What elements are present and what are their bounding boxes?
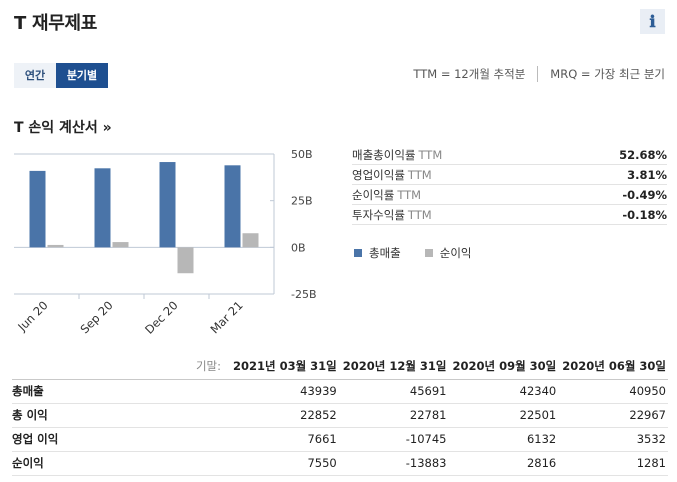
table-cell: 45691	[338, 379, 449, 404]
y-tick-label: 0B	[291, 241, 306, 254]
table-row-net-income: 순이익 7550 -13883 2816 1281	[12, 451, 668, 476]
ratio-row-net-margin: 순이익률 TTM -0.49%	[352, 185, 667, 205]
table-cell: 7661	[229, 427, 339, 452]
table-cell: 22852	[229, 403, 339, 428]
revenue-income-bar-chart: 50B 25B 0B -25B Jun 20 Sep 20 Dec 20 Mar 21	[14, 148, 317, 337]
ratio-row-roi: 투자수익률 TTM -0.18%	[352, 205, 667, 225]
ratio-value: -0.49%	[622, 188, 667, 202]
ratio-ttm: TTM	[407, 208, 432, 222]
mrq-definition: MRQ = 가장 최근 분기	[550, 67, 665, 81]
table-cell: 40950	[558, 379, 668, 404]
chart-legend: 총매출 순이익	[354, 245, 496, 261]
table-cell: -10745	[338, 427, 449, 452]
bar-revenue	[224, 165, 241, 248]
table-row-operating-income: 영업 이익 7661 -10745 6132 3532	[12, 427, 668, 452]
page-title: T 재무제표	[14, 13, 97, 34]
info-icon[interactable]: ℹ	[640, 9, 665, 34]
period-end-label: 기말:	[12, 353, 229, 380]
row-label: 총매출	[12, 379, 229, 404]
ratio-ttm: TTM	[407, 168, 432, 182]
ttm-definition: TTM = 12개월 추적분	[413, 67, 526, 81]
x-tick-label: Jun 20	[14, 298, 50, 334]
tab-annual[interactable]: 연간	[14, 63, 56, 88]
y-tick-label: -25B	[291, 288, 317, 301]
x-tick-label: Dec 20	[142, 298, 181, 337]
table-cell: 2816	[448, 451, 559, 476]
bar-net-income	[112, 242, 129, 248]
income-statement-link[interactable]: T 손익 계산서 »	[14, 120, 112, 136]
legend-swatch-revenue	[354, 249, 362, 257]
bar-revenue	[94, 168, 111, 248]
ratio-ttm: TTM	[397, 188, 422, 202]
row-label: 순이익	[12, 451, 229, 476]
table-cell: 1281	[558, 451, 668, 476]
legend-divider	[537, 66, 539, 82]
ratio-row-gross-margin: 매출총이익률 TTM 52.68%	[352, 145, 667, 165]
column-header: 2021년 03월 31일	[229, 353, 339, 380]
x-tick-label: Sep 20	[77, 298, 115, 336]
legend-swatch-net-income	[424, 249, 433, 257]
table-cell: -13883	[338, 451, 449, 476]
legend-item-revenue: 총매출	[354, 245, 401, 261]
ratio-label: 매출총이익률	[352, 148, 416, 162]
ratio-label: 투자수익률	[352, 208, 405, 222]
ratio-row-operating-margin: 영업이익률 TTM 3.81%	[352, 165, 667, 185]
column-header: 2020년 09월 30일	[448, 353, 559, 380]
column-header: 2020년 12월 31일	[338, 353, 449, 380]
legend-label: 순이익	[439, 246, 472, 260]
row-label: 영업 이익	[12, 427, 229, 452]
table-cell: 43939	[229, 379, 339, 404]
ratio-label: 순이익률	[352, 188, 395, 202]
table-cell: 42340	[448, 379, 559, 404]
table-cell: 22501	[448, 403, 559, 428]
legend-item-net-income: 순이익	[424, 245, 472, 261]
y-tick-label: 25B	[291, 195, 313, 208]
table-cell: 22781	[338, 403, 449, 428]
ratio-value: -0.18%	[622, 208, 667, 222]
ratio-label: 영업이익률	[352, 168, 405, 182]
ratio-value: 3.81%	[627, 168, 667, 182]
x-tick-label: Mar 21	[207, 298, 245, 336]
financials-table: 기말: 2021년 03월 31일 2020년 12월 31일 2020년 09…	[12, 353, 668, 476]
table-cell: 7550	[229, 451, 339, 476]
ratio-value: 52.68%	[619, 148, 667, 162]
table-cell: 22967	[558, 403, 668, 428]
bar-net-income	[242, 233, 259, 248]
tab-quarterly[interactable]: 분기별	[56, 63, 108, 88]
ttm-mrq-legend: TTM = 12개월 추적분 MRQ = 가장 최근 분기	[413, 66, 665, 82]
bar-revenue	[159, 162, 176, 248]
legend-label: 총매출	[369, 246, 401, 260]
ratio-ttm: TTM	[418, 148, 443, 162]
bar-net-income	[177, 247, 194, 274]
table-cell: 3532	[558, 427, 668, 452]
table-row-revenue: 총매출 43939 45691 42340 40950	[12, 379, 668, 404]
table-header-row: 기말: 2021년 03월 31일 2020년 12월 31일 2020년 09…	[12, 353, 668, 380]
column-header: 2020년 06월 30일	[558, 353, 668, 380]
row-label: 총 이익	[12, 403, 229, 428]
period-tabs: 연간 분기별	[14, 63, 108, 88]
table-cell: 6132	[448, 427, 559, 452]
bar-revenue	[29, 170, 46, 248]
ratio-list: 매출총이익률 TTM 52.68% 영업이익률 TTM 3.81% 순이익률 TTM …	[352, 145, 667, 225]
bar-net-income	[47, 244, 64, 248]
table-row-gross-profit: 총 이익 22852 22781 22501 22967	[12, 403, 668, 428]
y-tick-label: 50B	[291, 148, 313, 161]
